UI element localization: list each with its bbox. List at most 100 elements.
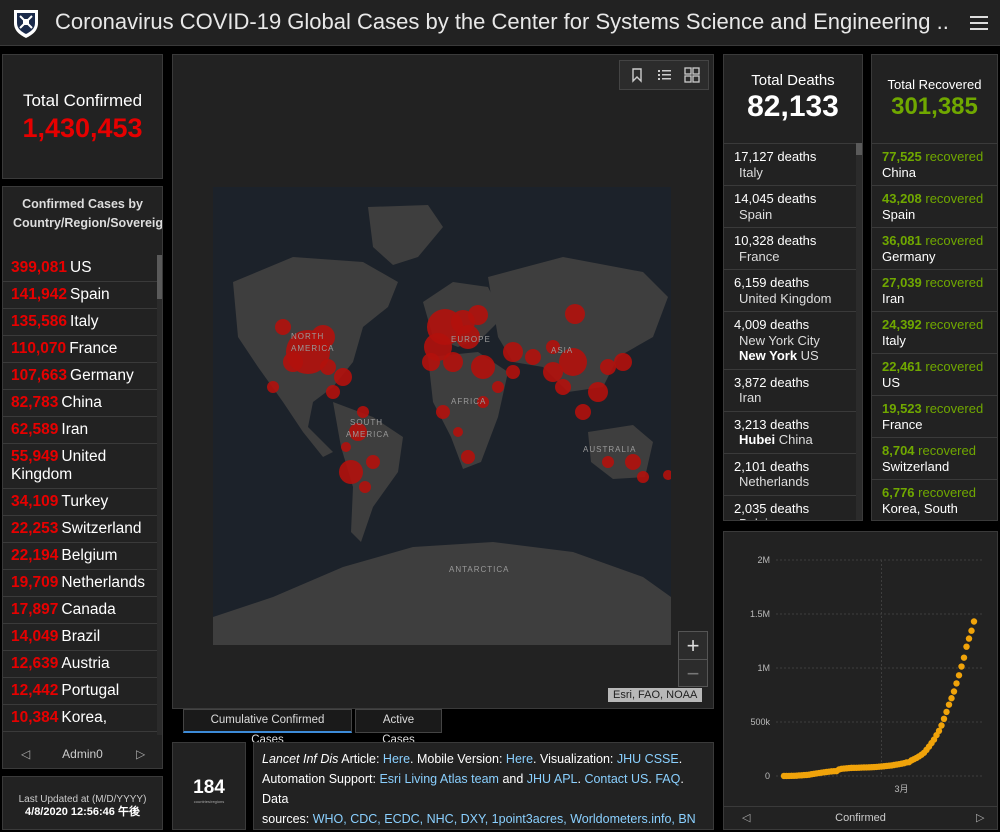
case-bubble [461, 450, 475, 464]
zoom-in-button[interactable]: + [686, 633, 700, 658]
map-label-south-america-2: AMERICA [346, 430, 389, 439]
scrollbar-thumb[interactable] [856, 143, 862, 155]
scrollbar-thumb[interactable] [157, 255, 162, 299]
case-bubble [443, 352, 463, 372]
deaths-value: 6,159 deaths [734, 275, 810, 290]
automation-label: Automation Support: [262, 772, 376, 786]
deaths-list-item[interactable]: 10,328 deaths France [724, 227, 856, 269]
case-bubble [543, 362, 563, 382]
bookmark-icon[interactable] [628, 66, 646, 84]
sources-links[interactable]: WHO, CDC, ECDC, NHC, DXY, 1point3acres, … [312, 812, 696, 826]
recovered-list[interactable]: 77,525 recovered China 43,208 recovered Spa… [872, 143, 997, 520]
chart-next-icon[interactable]: ▷ [976, 812, 985, 824]
recovered-location: Iran [882, 290, 905, 306]
faq-link[interactable]: FAQ [655, 772, 681, 786]
deaths-list[interactable]: 17,127 deaths Italy 14,045 deaths Spain 10,3… [724, 143, 856, 520]
recovered-value-line: 27,039 recovered [882, 275, 987, 291]
recovered-value-line: 77,525 recovered [882, 149, 987, 165]
case-bubble [357, 406, 369, 418]
case-bubble [422, 353, 440, 371]
recovered-location: US [882, 374, 901, 390]
country-list-item[interactable]: 55,949 United Kingdom [3, 444, 157, 489]
deaths-list-item[interactable]: 6,159 deaths United Kingdom [724, 269, 856, 311]
chart-prev-icon[interactable]: ◁ [742, 812, 751, 824]
recovered-location: Switzerland [882, 458, 950, 474]
world-map[interactable]: NORTH AMERICA SOUTH AMERICA EUROPE ASIA … [213, 187, 671, 645]
country-list-item[interactable]: 107,663 Germany [3, 363, 157, 390]
recovered-list-item[interactable]: 77,525 recovered China [872, 143, 997, 185]
country-list-item[interactable]: 135,586 Italy [3, 309, 157, 336]
mobile-link[interactable]: Here [505, 752, 534, 766]
recovered-list-item[interactable]: 36,081 recovered Germany [872, 227, 997, 269]
article-link[interactable]: Here [382, 752, 411, 766]
deaths-location-region: Hubei [739, 432, 776, 447]
case-bubble [468, 305, 488, 325]
deaths-list-item[interactable]: 3,872 deaths Iran [724, 368, 856, 411]
country-list-item[interactable]: 12,442 Portugal [3, 678, 157, 705]
country-list-item[interactable]: 110,070 France [3, 336, 157, 363]
deaths-list-item[interactable]: 2,035 deathsBelgium [724, 494, 856, 520]
recovered-list-item[interactable]: 22,461 recovered US [872, 353, 997, 395]
country-list-item[interactable]: 399,081 US [3, 255, 157, 282]
page-title: Coronavirus COVID-19 Global Cases by the… [55, 9, 950, 34]
basemap-gallery-icon[interactable] [683, 66, 701, 84]
country-list-item[interactable]: 34,109 Turkey [3, 489, 157, 516]
country-list-item[interactable]: 82,783 China [3, 390, 157, 417]
country-list-item[interactable]: 14,049 Brazil [3, 624, 157, 651]
tab-active-cases[interactable]: Active Cases [355, 709, 442, 746]
deaths-list-item[interactable]: 14,045 deaths Spain [724, 185, 856, 227]
country-list-item[interactable]: 141,942 Spain [3, 282, 157, 309]
deaths-list-scrollbar[interactable] [856, 143, 862, 520]
country-count-value: 184 [193, 777, 225, 798]
legend-list-icon[interactable] [655, 66, 673, 84]
recovered-list-item[interactable]: 19,523 recovered France [872, 395, 997, 437]
deaths-list-item[interactable]: 2,101 deaths Netherlands [724, 452, 856, 495]
contact-link[interactable]: Contact US [584, 772, 649, 786]
country-list-item[interactable]: 17,897 Canada [3, 597, 157, 624]
deaths-location-name: Belgium [739, 516, 786, 520]
recovered-list-item[interactable]: 27,039 recovered Iran [872, 269, 997, 311]
next-page-icon[interactable]: ▷ [136, 747, 146, 761]
recovered-word: recovered [925, 275, 984, 290]
case-bubble [625, 454, 641, 470]
country-list-title: Confirmed Cases by Country/Region/Sovere… [13, 197, 163, 230]
deaths-location-country: US [797, 348, 819, 363]
prev-page-icon[interactable]: ◁ [21, 747, 31, 761]
deaths-location: Iran [734, 390, 846, 406]
country-list-item[interactable]: 62,589 Iran [3, 417, 157, 444]
confirmed-by-country-panel: Confirmed Cases by Country/Region/Sovere… [2, 186, 163, 769]
country-confirmed-value: 110,070 [11, 340, 67, 357]
recovered-list-item[interactable]: 43,208 recovered Spain [872, 185, 997, 227]
map-panel[interactable]: NORTH AMERICA SOUTH AMERICA EUROPE ASIA … [172, 54, 714, 709]
country-list-scrollbar[interactable] [157, 255, 162, 735]
country-name: Germany [70, 367, 134, 384]
recovered-list-item[interactable]: 6,776 recovered Korea, South [872, 479, 997, 520]
country-confirmed-value: 34,109 [11, 493, 59, 510]
deaths-list-item[interactable]: 4,009 deaths New York City New York US [724, 311, 856, 369]
country-list-item[interactable]: 19,709 Netherlands [3, 570, 157, 597]
visualization-label: Visualization: [539, 752, 614, 766]
zoom-out-button[interactable]: − [679, 659, 707, 686]
total-deaths-value: 82,133 [747, 90, 839, 123]
confirmed-cases-chart: 0 500k 1M 1.5M 2M 3月 [750, 555, 982, 794]
country-list-item[interactable]: 10,384 Korea, [3, 705, 157, 732]
deaths-location: Belgium [734, 516, 846, 520]
country-list-item[interactable]: 22,194 Belgium [3, 543, 157, 570]
deaths-value: 17,127 deaths [734, 149, 817, 164]
jhu-csse-link[interactable]: JHU CSSE [616, 752, 679, 766]
country-list[interactable]: 399,081 US 141,942 Spain 135,586 Italy 110,070… [3, 255, 157, 735]
recovered-value: 24,392 [882, 317, 926, 332]
country-list-item[interactable]: 22,253 Switzerland [3, 516, 157, 543]
hamburger-menu-icon[interactable] [966, 10, 992, 36]
case-bubble [453, 427, 463, 437]
deaths-list-item[interactable]: 3,213 deaths Hubei China [724, 410, 856, 453]
recovered-list-item[interactable]: 8,704 recovered Switzerland [872, 437, 997, 479]
deaths-list-item[interactable]: 17,127 deaths Italy [724, 143, 856, 185]
recovered-value: 36,081 [882, 233, 926, 248]
tab-cumulative-confirmed[interactable]: Cumulative Confirmed Cases [183, 709, 352, 746]
recovered-list-item[interactable]: 24,392 recovered Italy [872, 311, 997, 353]
country-name: Switzerland [61, 520, 142, 537]
jhu-apl-link[interactable]: JHU APL [526, 772, 578, 786]
country-list-item[interactable]: 12,639 Austria [3, 651, 157, 678]
esri-link[interactable]: Esri Living Atlas team [379, 772, 499, 786]
